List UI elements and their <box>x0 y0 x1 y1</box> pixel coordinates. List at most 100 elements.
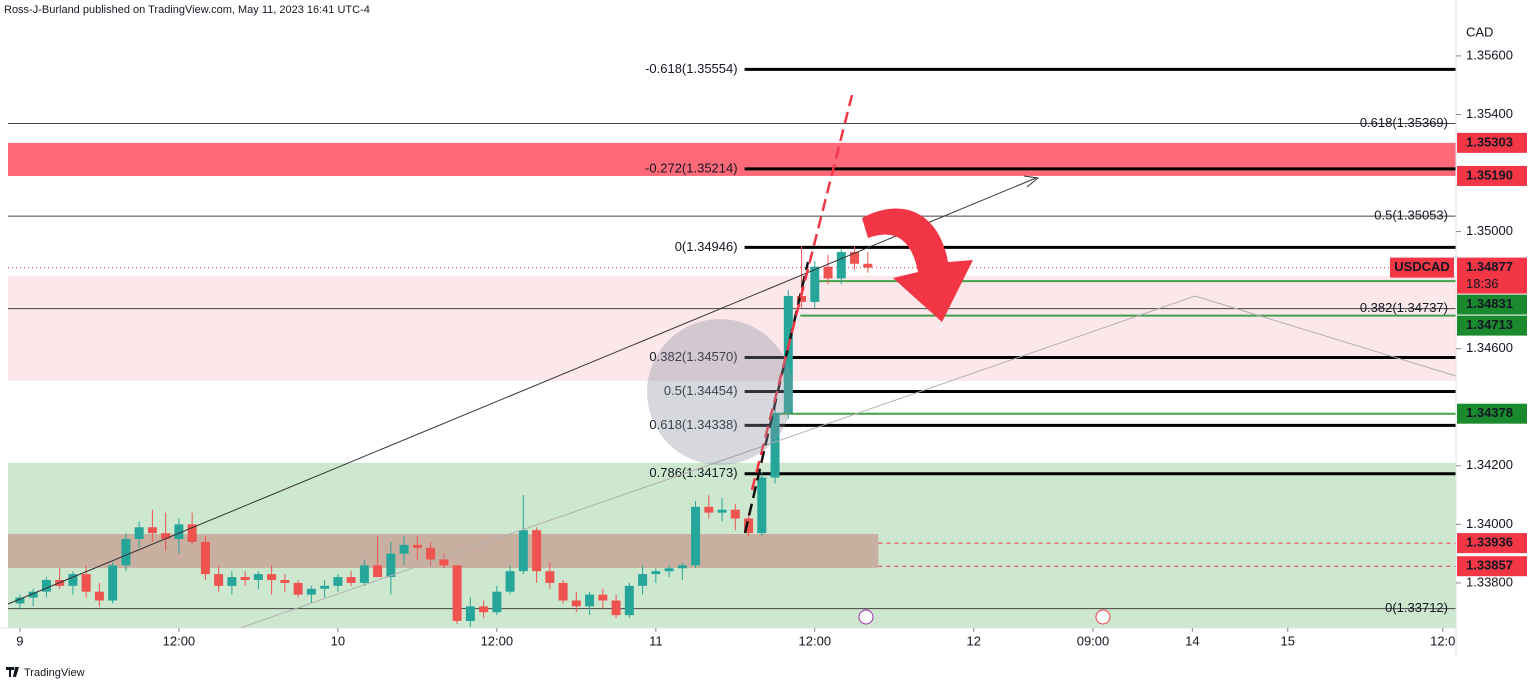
price-tag-label: 1.34378 <box>1466 405 1513 420</box>
price-tag <box>1457 403 1527 424</box>
candle-body <box>147 527 157 534</box>
candle-body <box>267 574 277 580</box>
candle-body <box>187 524 197 542</box>
highlight-circle <box>647 319 793 465</box>
x-tick-label: 12:00 <box>163 633 196 648</box>
candle-body <box>850 252 860 264</box>
price-tag <box>1457 294 1527 315</box>
price-tag-label: 1.33857 <box>1466 558 1513 573</box>
candle-body <box>121 538 131 566</box>
fib-label: 0(1.33712) <box>1385 600 1448 615</box>
candle-body <box>624 585 634 616</box>
trend-line <box>7 177 1037 605</box>
candle-body <box>730 509 740 519</box>
x-tick-label: 09:00 <box>1077 633 1110 648</box>
price-tag <box>1457 315 1527 336</box>
trend-line-grey <box>239 295 1457 629</box>
candle-body <box>505 571 515 592</box>
currency: CAD <box>1466 24 1493 39</box>
countdown: 18:36 <box>1466 276 1499 291</box>
fib-label: 0.618(1.34338) <box>649 417 737 432</box>
candle-body <box>691 506 701 566</box>
dashed-line <box>743 261 810 534</box>
footer: TradingView <box>24 667 85 679</box>
candle-body <box>465 606 475 621</box>
candle-body <box>611 600 621 616</box>
candle-body <box>836 252 846 279</box>
trend-arrow-head <box>1023 175 1040 188</box>
curved-arrow <box>862 208 973 322</box>
x-tick-label: 12:00 <box>481 633 514 648</box>
price-tag <box>1457 132 1527 153</box>
candle-body <box>677 565 687 569</box>
x-tick-label: 10 <box>331 633 345 648</box>
candle-body <box>532 530 542 572</box>
x-tick-label: 12 <box>967 633 981 648</box>
header: Ross-J-Burland published on TradingView.… <box>4 4 370 16</box>
candle-body <box>108 565 118 601</box>
candle-body <box>810 266 820 302</box>
candle-body <box>333 577 343 586</box>
candle-body <box>161 533 171 539</box>
fib-label: 0.618(1.35369) <box>1360 115 1448 130</box>
candle-body <box>863 263 873 268</box>
candle-body <box>41 579 51 592</box>
axes: Ross-J-Burland published on TradingView.… <box>4 4 1527 679</box>
symbol-tag <box>1390 257 1454 278</box>
x-tick-label: 12:00 <box>799 633 832 648</box>
candle-body <box>346 577 356 583</box>
x-tick-label: 12:0 <box>1430 633 1455 648</box>
candle-body <box>651 571 661 575</box>
price-tag-label: 1.34713 <box>1466 317 1513 332</box>
candle-body <box>68 574 78 586</box>
fib-label: 0.382(1.34570) <box>649 349 737 364</box>
candle-body <box>200 541 210 575</box>
candle-body <box>306 588 316 595</box>
candle-body <box>227 577 237 586</box>
candle-body <box>492 591 502 613</box>
candle-body <box>240 577 250 580</box>
price-tag <box>1457 556 1527 577</box>
candle-body <box>412 544 422 548</box>
candle-body <box>81 574 91 592</box>
price-tag-label: 1.35190 <box>1466 167 1513 182</box>
candle-body <box>320 585 330 589</box>
candle-body <box>558 582 568 601</box>
candle-body <box>386 553 396 578</box>
y-tick-label: 1.35600 <box>1466 47 1513 62</box>
symbol-label: USDCAD <box>1394 259 1450 274</box>
candle-body <box>280 579 290 583</box>
candle-body <box>518 530 528 572</box>
candle-body <box>797 295 807 302</box>
fib-label: 0(1.34946) <box>675 239 738 254</box>
event-icon <box>858 609 874 625</box>
dashed-line-red <box>750 94 854 491</box>
price-tag <box>1457 533 1527 554</box>
candle-body <box>94 591 104 601</box>
candle-body <box>253 574 263 580</box>
y-tick-label: 1.35400 <box>1466 106 1513 121</box>
candle-body <box>15 597 25 604</box>
y-tick-label: 1.34200 <box>1466 457 1513 472</box>
x-tick-label: 9 <box>16 633 23 648</box>
candle-body <box>585 594 595 607</box>
candle-body <box>545 571 555 583</box>
candle-body <box>664 568 674 572</box>
candle-body <box>426 547 436 560</box>
zone <box>8 142 1456 176</box>
price-tag-label: 1.34831 <box>1466 296 1513 311</box>
fib-label: 0.382(1.34737) <box>1360 300 1448 315</box>
candle-body <box>373 565 383 578</box>
y-tick-label: 1.33800 <box>1466 574 1513 589</box>
candle-body <box>717 509 727 513</box>
zone <box>8 275 1456 381</box>
plot: -0.618(1.35554) 0.618(1.35369) -0.272(1.35… <box>8 61 1456 628</box>
price-tag <box>1457 165 1527 186</box>
y-tick-label: 1.35000 <box>1466 223 1513 238</box>
candle-body <box>359 565 369 583</box>
candle-body <box>704 506 714 513</box>
fib-label: 0.5(1.35053) <box>1374 208 1448 223</box>
drawings <box>0 0 1457 656</box>
candle-body <box>783 295 793 414</box>
